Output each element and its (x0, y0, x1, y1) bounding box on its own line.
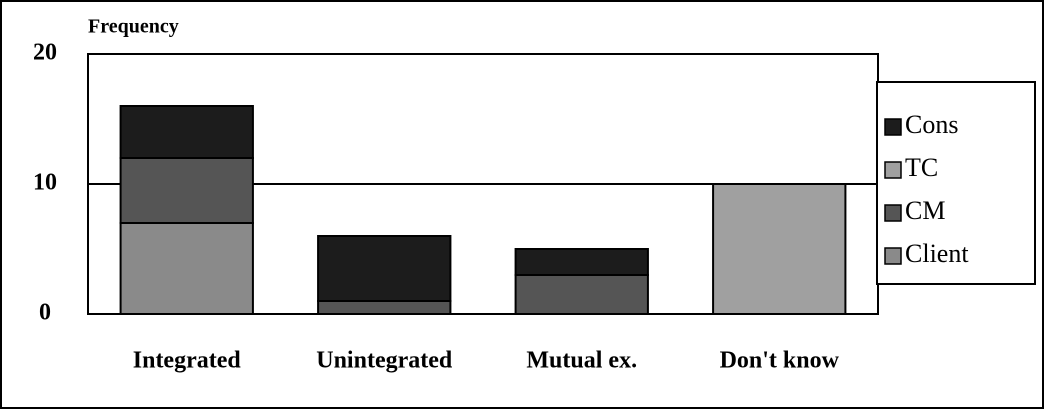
legend-label: CM (905, 196, 945, 225)
bar-segment (317, 300, 452, 315)
bar-segment (514, 248, 649, 276)
y-tick-label: 0 (39, 300, 51, 326)
bar-segment (317, 235, 452, 302)
legend-label: Cons (905, 110, 958, 139)
legend-swatch (884, 204, 902, 222)
y-axis-label: Frequency (88, 16, 179, 38)
x-tick-label: Mutual ex. (526, 348, 637, 374)
x-tick-label: Integrated (133, 348, 242, 374)
bar-segment (119, 222, 254, 315)
legend-swatch (884, 118, 902, 136)
legend-swatch (884, 161, 902, 179)
legend-box (876, 81, 1036, 285)
y-tick-label: 10 (33, 170, 57, 196)
y-tick-label: 20 (33, 40, 57, 66)
legend-label: TC (905, 153, 938, 182)
bar-segment (119, 157, 254, 224)
legend-label: Client (905, 239, 969, 268)
x-tick-label: Unintegrated (316, 348, 453, 374)
bar-segment (514, 274, 649, 315)
legend-swatch (884, 247, 902, 265)
bar-segment (119, 105, 254, 159)
bar-segment (712, 183, 847, 315)
x-tick-label: Don't know (720, 348, 840, 374)
